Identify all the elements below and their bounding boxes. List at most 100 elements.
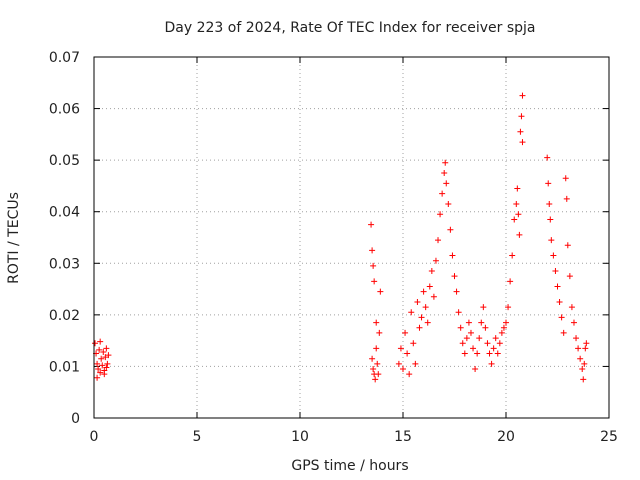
data-point bbox=[373, 319, 380, 326]
data-point bbox=[463, 335, 470, 342]
data-point bbox=[500, 324, 507, 331]
plot-frame bbox=[93, 56, 610, 419]
data-point bbox=[445, 200, 452, 207]
data-point bbox=[488, 360, 495, 367]
data-point bbox=[459, 340, 466, 347]
data-point bbox=[102, 354, 109, 361]
y-tick-label: 0.07 bbox=[49, 50, 80, 66]
y-axis-label: ROTI / TECUs bbox=[6, 192, 22, 284]
data-point bbox=[573, 335, 580, 342]
data-point bbox=[568, 304, 575, 311]
x-tick-label: 25 bbox=[600, 429, 618, 445]
x-tick-labels: 0 5 10 15 20 25 bbox=[90, 429, 618, 445]
data-point bbox=[451, 273, 458, 280]
chart-title: Day 223 of 2024, Rate Of TEC Index for r… bbox=[164, 20, 535, 36]
data-point bbox=[412, 360, 419, 367]
data-point bbox=[437, 211, 444, 218]
data-point bbox=[564, 242, 571, 249]
data-point bbox=[484, 340, 491, 347]
data-point bbox=[410, 340, 417, 347]
data-point bbox=[548, 237, 555, 244]
data-point bbox=[99, 362, 106, 369]
data-point bbox=[98, 355, 105, 362]
data-point bbox=[371, 278, 378, 285]
data-point bbox=[103, 345, 110, 352]
data-point bbox=[418, 314, 425, 321]
data-point bbox=[101, 371, 108, 378]
data-point bbox=[517, 128, 524, 135]
data-point bbox=[376, 329, 383, 336]
data-point bbox=[556, 298, 563, 305]
data-point bbox=[513, 200, 520, 207]
data-point bbox=[104, 360, 111, 367]
data-point bbox=[368, 221, 375, 228]
data-point bbox=[480, 304, 487, 311]
data-point bbox=[395, 360, 402, 367]
data-point bbox=[443, 180, 450, 187]
data-point bbox=[439, 190, 446, 197]
y-tick-labels: 0 0.01 0.02 0.03 0.04 0.05 0.06 0.07 bbox=[49, 50, 80, 427]
data-point bbox=[509, 252, 516, 259]
y-tick-label: 0.02 bbox=[49, 308, 80, 324]
data-point bbox=[498, 329, 505, 336]
data-point bbox=[519, 139, 526, 146]
data-point bbox=[492, 335, 499, 342]
data-point bbox=[105, 352, 112, 359]
data-point bbox=[97, 338, 104, 345]
data-point bbox=[397, 345, 404, 352]
x-tick-label: 0 bbox=[90, 429, 99, 445]
data-point bbox=[420, 288, 427, 295]
data-point bbox=[428, 268, 435, 275]
data-point bbox=[375, 371, 382, 378]
data-point bbox=[546, 200, 553, 207]
x-tick-label: 15 bbox=[394, 429, 412, 445]
data-point bbox=[560, 329, 567, 336]
data-point bbox=[577, 355, 584, 362]
data-point bbox=[465, 319, 472, 326]
data-point bbox=[369, 355, 376, 362]
y-tick-label: 0.06 bbox=[49, 102, 80, 118]
y-tick-label: 0 bbox=[71, 411, 80, 427]
data-point bbox=[369, 247, 376, 254]
data-point bbox=[476, 335, 483, 342]
data-point bbox=[92, 340, 99, 347]
data-point bbox=[461, 350, 468, 357]
data-point bbox=[558, 314, 565, 321]
data-point bbox=[518, 113, 525, 120]
data-point bbox=[424, 319, 431, 326]
data-points-layer bbox=[92, 92, 590, 383]
data-point bbox=[377, 288, 384, 295]
data-point bbox=[94, 374, 101, 381]
data-point bbox=[582, 345, 589, 352]
data-point bbox=[519, 92, 526, 99]
data-point bbox=[370, 262, 377, 269]
data-point bbox=[402, 329, 409, 336]
data-point bbox=[478, 319, 485, 326]
data-point bbox=[372, 376, 379, 383]
data-point bbox=[579, 366, 586, 373]
x-tick-label: 5 bbox=[193, 429, 202, 445]
data-point bbox=[507, 278, 514, 285]
data-point bbox=[503, 319, 509, 326]
data-point bbox=[554, 283, 561, 290]
data-point bbox=[426, 283, 433, 290]
data-point bbox=[490, 345, 497, 352]
data-point bbox=[550, 252, 557, 259]
data-point bbox=[511, 216, 518, 223]
x-axis-label: GPS time / hours bbox=[291, 458, 408, 474]
x-tick-label: 10 bbox=[291, 429, 309, 445]
data-point bbox=[515, 211, 522, 218]
data-point bbox=[408, 309, 415, 316]
y-tick-label: 0.01 bbox=[49, 359, 80, 375]
data-point bbox=[94, 360, 101, 367]
data-point bbox=[457, 324, 464, 331]
data-point bbox=[544, 154, 551, 161]
data-point bbox=[482, 324, 489, 331]
data-point bbox=[486, 350, 493, 357]
data-point bbox=[575, 345, 582, 352]
data-point bbox=[447, 226, 454, 233]
data-point bbox=[453, 288, 460, 295]
data-point bbox=[370, 366, 377, 373]
